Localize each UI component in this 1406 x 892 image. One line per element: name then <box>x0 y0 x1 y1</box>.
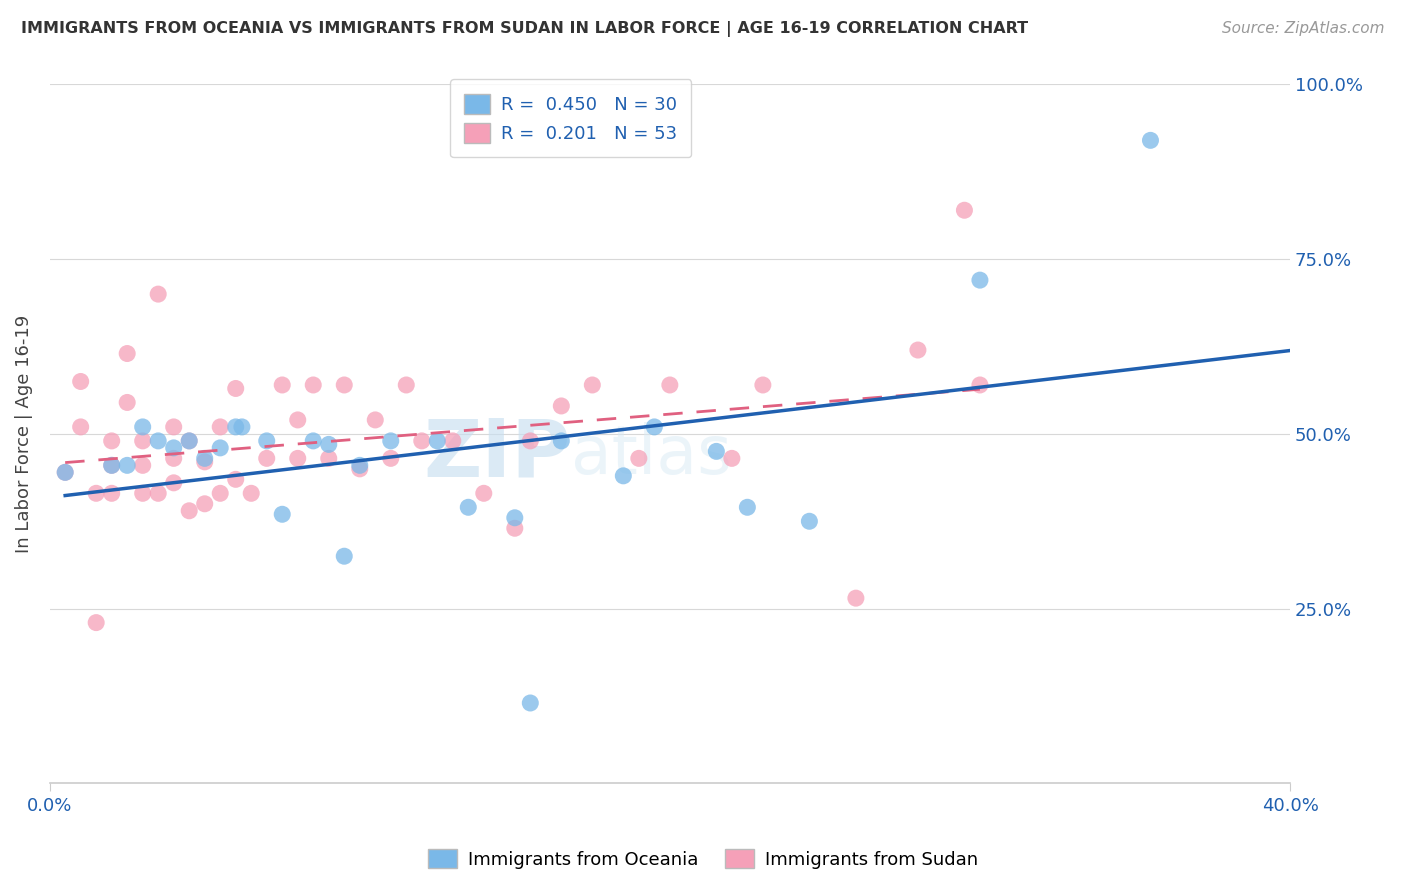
Point <box>53 466 76 480</box>
Point <box>318 437 340 451</box>
Point <box>231 420 253 434</box>
Point <box>752 378 775 392</box>
Point <box>131 434 153 448</box>
Point <box>287 413 309 427</box>
Point <box>256 451 278 466</box>
Point <box>148 434 170 448</box>
Point <box>395 378 418 392</box>
Point <box>426 434 449 448</box>
Point <box>163 475 186 490</box>
Point <box>209 441 232 455</box>
Point <box>503 521 526 535</box>
Point <box>845 591 868 606</box>
Point <box>612 468 634 483</box>
Point <box>100 458 122 473</box>
Point <box>503 510 526 524</box>
Point <box>302 434 325 448</box>
Point <box>179 434 201 448</box>
Text: IMMIGRANTS FROM OCEANIA VS IMMIGRANTS FROM SUDAN IN LABOR FORCE | AGE 16-19 CORR: IMMIGRANTS FROM OCEANIA VS IMMIGRANTS FR… <box>21 21 1028 37</box>
Text: ZIP: ZIP <box>423 416 571 494</box>
Point <box>271 378 294 392</box>
Point <box>799 514 821 528</box>
Point <box>163 420 186 434</box>
Point <box>704 444 727 458</box>
Point <box>581 378 603 392</box>
Point <box>364 413 387 427</box>
Point <box>333 549 356 564</box>
Point <box>115 346 138 360</box>
Point <box>53 466 76 480</box>
Point <box>148 287 170 301</box>
Point <box>209 486 232 500</box>
Point <box>349 458 371 473</box>
Point <box>380 434 402 448</box>
Point <box>349 462 371 476</box>
Point <box>100 486 122 500</box>
Point <box>472 486 495 500</box>
Point <box>953 203 976 218</box>
Point <box>318 451 340 466</box>
Point <box>411 434 433 448</box>
Point <box>69 375 91 389</box>
Point <box>163 451 186 466</box>
Point <box>115 395 138 409</box>
Point <box>643 420 665 434</box>
Point <box>302 378 325 392</box>
Point <box>194 455 217 469</box>
Point <box>287 451 309 466</box>
Point <box>69 420 91 434</box>
Point <box>131 420 153 434</box>
Text: Source: ZipAtlas.com: Source: ZipAtlas.com <box>1222 21 1385 36</box>
Point <box>550 399 572 413</box>
Point <box>179 504 201 518</box>
Point <box>100 458 122 473</box>
Point <box>100 434 122 448</box>
Legend: R =  0.450   N = 30, R =  0.201   N = 53: R = 0.450 N = 30, R = 0.201 N = 53 <box>450 79 692 157</box>
Point <box>131 486 153 500</box>
Point <box>225 382 247 396</box>
Point <box>163 441 186 455</box>
Point <box>658 378 681 392</box>
Point <box>519 696 541 710</box>
Text: atlas: atlas <box>571 422 731 488</box>
Point <box>441 434 464 448</box>
Point <box>194 451 217 466</box>
Point <box>969 273 991 287</box>
Point <box>131 458 153 473</box>
Point <box>969 378 991 392</box>
Point <box>271 508 294 522</box>
Point <box>1139 133 1161 147</box>
Point <box>225 472 247 486</box>
Point <box>627 451 650 466</box>
Point <box>333 378 356 392</box>
Point <box>519 434 541 448</box>
Point <box>115 458 138 473</box>
Point <box>194 497 217 511</box>
Point <box>225 420 247 434</box>
Point <box>240 486 263 500</box>
Point <box>209 420 232 434</box>
Point <box>457 500 479 515</box>
Point <box>550 434 572 448</box>
Point <box>256 434 278 448</box>
Point <box>84 486 107 500</box>
Point <box>380 451 402 466</box>
Point <box>179 434 201 448</box>
Y-axis label: In Labor Force | Age 16-19: In Labor Force | Age 16-19 <box>15 315 32 553</box>
Point <box>737 500 759 515</box>
Point <box>84 615 107 630</box>
Point <box>907 343 929 357</box>
Point <box>148 486 170 500</box>
Point <box>721 451 744 466</box>
Legend: Immigrants from Oceania, Immigrants from Sudan: Immigrants from Oceania, Immigrants from… <box>420 841 986 876</box>
